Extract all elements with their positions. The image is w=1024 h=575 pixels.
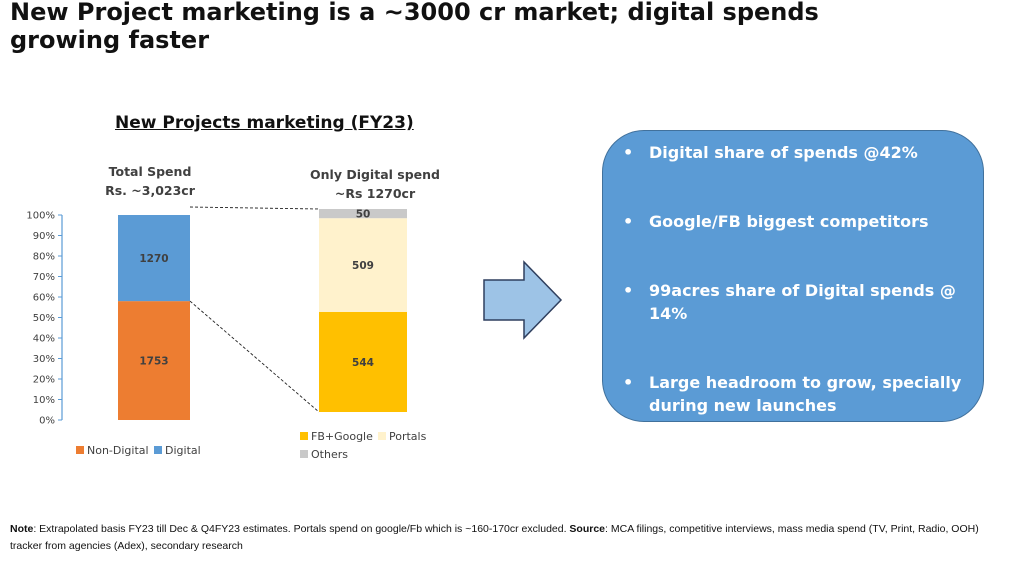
footnote: Note: Extrapolated basis FY23 till Dec &… <box>10 521 1010 555</box>
insight-item: 99acres share of Digital spends @ 14% <box>623 279 965 325</box>
bar-label-total-line2: Rs. ~3,023cr <box>105 183 195 198</box>
legend-swatch <box>300 450 308 458</box>
bar-label-digital-line1: Only Digital spend <box>310 167 440 182</box>
data-label: 1270 <box>139 253 168 265</box>
legend-swatch <box>76 446 84 454</box>
legend-swatch <box>300 432 308 440</box>
y-tick-label: 80% <box>33 252 55 263</box>
note-label: Note <box>10 523 34 535</box>
bar-segment-others <box>319 209 407 219</box>
bar-label-digital: Only Digital spend ~Rs 1270cr <box>300 165 450 203</box>
connector-line-top <box>189 206 320 210</box>
y-tick-label: 0% <box>39 416 55 427</box>
bar-label-digital-line2: ~Rs 1270cr <box>334 186 416 201</box>
data-label: 544 <box>352 357 374 369</box>
slide-title: New Project marketing is a ~3000 cr mark… <box>10 0 819 54</box>
connector-line-bottom <box>189 300 320 413</box>
data-label: 1753 <box>139 356 168 368</box>
y-tick-label: 90% <box>33 231 55 242</box>
legend-label: Digital <box>165 444 201 457</box>
note-text: : Extrapolated basis FY23 till Dec & Q4F… <box>33 523 570 535</box>
insight-item: Large headroom to grow, specially during… <box>623 371 965 417</box>
y-tick-label: 100% <box>26 211 55 222</box>
y-tick-label: 20% <box>33 375 55 386</box>
legend-swatch <box>378 432 386 440</box>
insight-item: Digital share of spends @42% <box>623 141 965 164</box>
y-tick-label: 60% <box>33 293 55 304</box>
y-tick-label: 70% <box>33 272 55 283</box>
right-arrow-icon <box>483 260 563 340</box>
legend-swatch <box>154 446 162 454</box>
insights-list: Digital share of spends @42% Google/FB b… <box>603 131 983 417</box>
bar-label-total-line1: Total Spend <box>108 164 192 179</box>
legend-label: Portals <box>389 430 427 443</box>
legend-label: Others <box>311 448 348 461</box>
chart-title: New Projects marketing (FY23) <box>115 113 414 133</box>
legend-label: Non-Digital <box>87 444 149 457</box>
y-tick-label: 50% <box>33 313 55 324</box>
insights-callout: Digital share of spends @42% Google/FB b… <box>602 130 984 422</box>
source-label: Source <box>569 523 606 535</box>
bar-label-total: Total Spend Rs. ~3,023cr <box>90 162 210 200</box>
bar-segment-fb-google <box>319 311 407 412</box>
insight-item: Google/FB biggest competitors <box>623 210 965 233</box>
data-label: 509 <box>352 260 374 272</box>
y-tick-label: 10% <box>33 395 55 406</box>
data-label: 50 <box>356 209 371 221</box>
bar-segment-digital <box>118 215 190 302</box>
bar-segment-portals <box>319 218 407 312</box>
y-tick-label: 40% <box>33 334 55 345</box>
bar-segment-non-digital <box>118 301 190 420</box>
y-tick-label: 30% <box>33 354 55 365</box>
source-text: : MCA filings, competitive interviews, m… <box>10 523 979 552</box>
legend-label: FB+Google <box>311 430 373 443</box>
